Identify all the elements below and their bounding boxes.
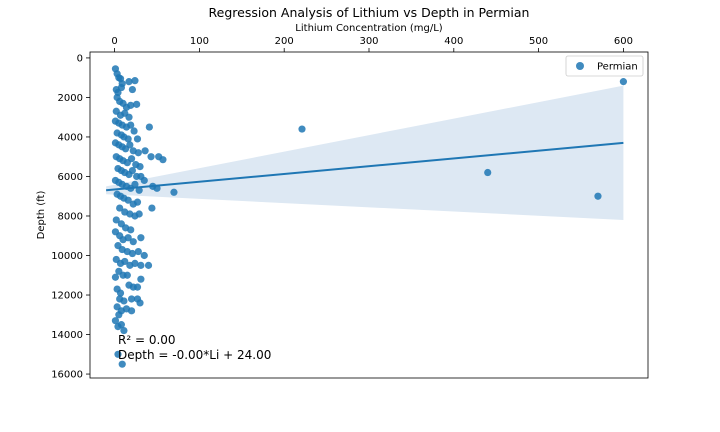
data-point	[123, 271, 131, 279]
data-point	[298, 125, 306, 133]
data-point	[140, 251, 148, 260]
y-tick-label: 8000	[58, 211, 83, 222]
y-axis-label: Depth (ft)	[36, 191, 47, 240]
data-point	[116, 204, 124, 212]
data-point	[134, 149, 142, 157]
x-tick-label: 600	[614, 36, 633, 47]
data-point	[133, 198, 142, 206]
legend-box	[565, 55, 644, 77]
data-point	[619, 78, 628, 86]
data-point	[159, 156, 167, 164]
data-point	[135, 186, 143, 194]
y-tick-label: 10000	[51, 251, 83, 262]
x-tick-label: 300	[359, 36, 378, 47]
data-point	[135, 210, 143, 218]
data-point	[114, 323, 122, 331]
y-tick-label: 2000	[58, 93, 83, 104]
data-point	[127, 295, 136, 303]
data-point	[131, 180, 139, 188]
chart-title: Regression Analysis of Lithium vs Depth …	[209, 5, 530, 20]
x-tick-label: 0	[111, 36, 117, 47]
data-point	[137, 275, 145, 283]
data-point	[129, 238, 137, 246]
x-tick-label: 400	[444, 36, 463, 47]
x-tick-label: 100	[190, 36, 209, 47]
data-point	[115, 311, 123, 319]
data-point	[137, 261, 145, 269]
x-tick-label: 200	[275, 36, 294, 47]
regression-line	[106, 141, 624, 192]
y-axis: 0 2000 4000 6000 8000 10000 12000 14000 16000	[51, 53, 90, 381]
data-point	[127, 121, 135, 129]
data-point	[125, 113, 133, 121]
x-tick-label: 500	[529, 36, 548, 47]
data-point	[127, 307, 136, 315]
data-point	[484, 168, 492, 177]
data-point	[145, 123, 153, 131]
data-point	[126, 141, 134, 149]
data-point	[124, 135, 132, 143]
data-point	[120, 297, 128, 305]
data-point	[112, 216, 120, 224]
data-point	[117, 83, 125, 92]
data-point	[147, 153, 155, 161]
data-point	[130, 127, 138, 135]
data-point	[114, 350, 122, 358]
annotation-text: Depth = -0.00*Li + 24.00	[118, 348, 271, 362]
legend-label: Permian	[597, 62, 638, 73]
plot-frame	[89, 51, 649, 379]
y-tick-label: 12000	[51, 291, 83, 302]
data-point	[131, 77, 139, 85]
data-point	[128, 249, 137, 258]
y-tick-label: 16000	[51, 370, 83, 381]
y-tick-label: 6000	[58, 172, 83, 183]
data-point	[128, 166, 137, 175]
y-tick-label: 4000	[58, 132, 83, 143]
annotation-text: R² = 0.00	[118, 333, 176, 347]
data-point	[128, 85, 137, 94]
data-point	[121, 257, 129, 266]
data-point	[125, 78, 133, 86]
data-point	[136, 299, 144, 307]
data-point	[141, 147, 149, 155]
data-point	[111, 273, 120, 281]
x-axis-label: Lithium Concentration (mg/L)	[295, 23, 442, 34]
data-point	[116, 289, 125, 297]
y-tick-label: 14000	[51, 330, 83, 341]
plot-area	[106, 65, 628, 368]
confidence-band	[106, 85, 624, 220]
data-point	[122, 103, 131, 111]
data-point	[144, 261, 153, 269]
data-point	[148, 204, 156, 212]
data-point	[124, 234, 132, 242]
data-point	[133, 283, 142, 291]
data-point	[133, 135, 142, 143]
data-point	[124, 196, 132, 204]
legend: Permian	[565, 55, 644, 77]
data-point	[170, 188, 178, 196]
data-point	[127, 226, 135, 234]
legend-marker	[576, 62, 584, 70]
data-point	[111, 317, 120, 325]
data-point	[594, 192, 602, 200]
data-point	[133, 100, 141, 108]
data-point	[137, 234, 145, 242]
data-point	[131, 259, 139, 268]
data-point	[127, 155, 136, 163]
y-tick-label: 0	[77, 53, 83, 64]
data-point	[118, 360, 126, 368]
data-point	[120, 326, 128, 335]
x-axis: 0 100 200 300 400 500 600	[111, 36, 633, 52]
data-point	[140, 176, 148, 185]
data-point	[134, 247, 142, 256]
data-point	[136, 162, 144, 171]
